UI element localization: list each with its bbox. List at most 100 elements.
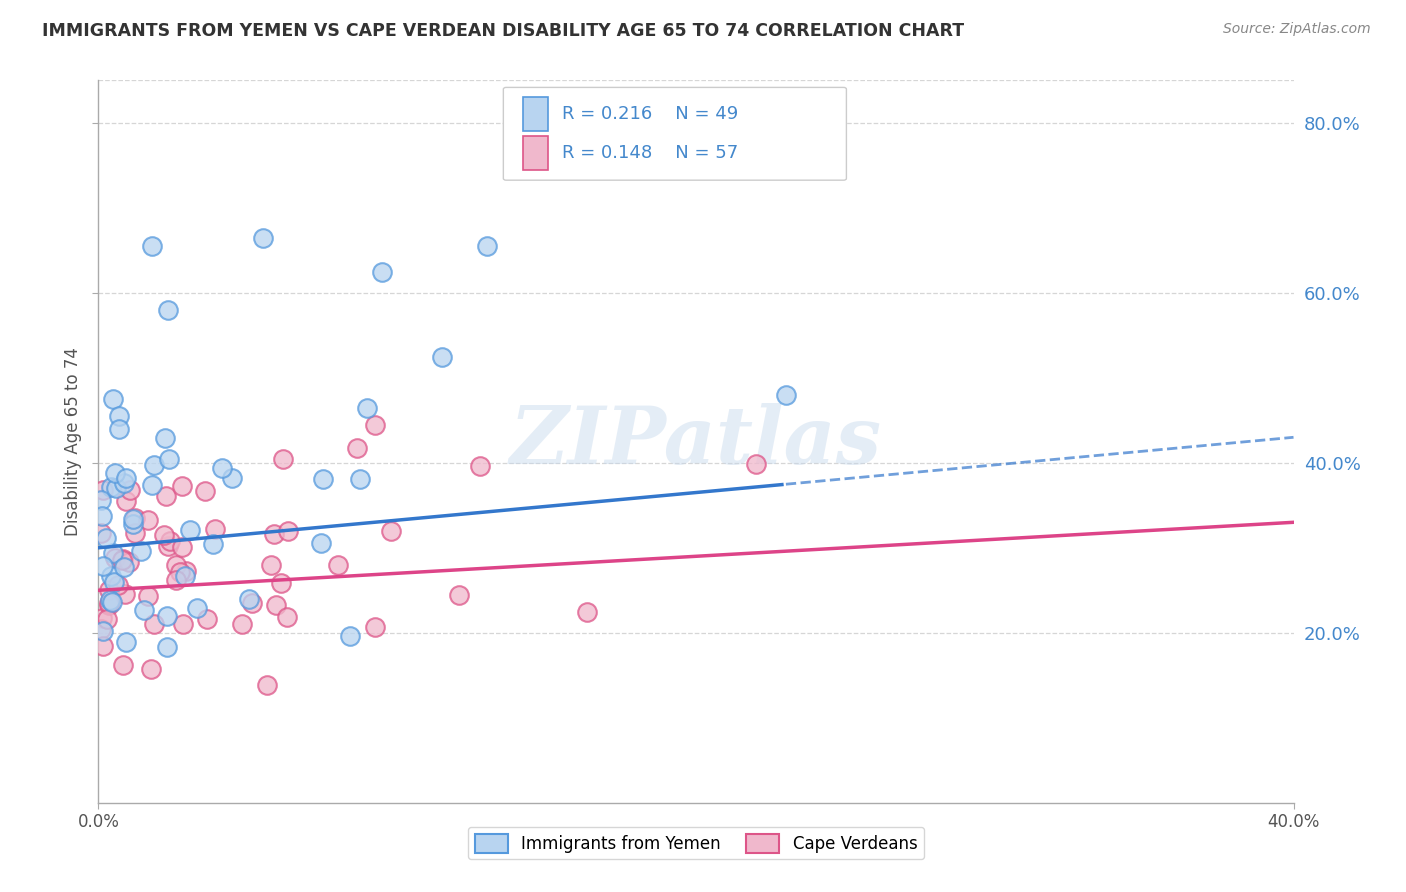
Point: [364, 417, 387, 432]
Point: [380, 524, 402, 538]
Point: [449, 588, 471, 602]
Point: [174, 564, 197, 578]
Point: [103, 574, 125, 589]
Point: [238, 592, 260, 607]
Point: [270, 576, 292, 591]
Point: [312, 472, 335, 486]
Point: [153, 528, 176, 542]
Point: [103, 392, 125, 406]
Point: [172, 479, 194, 493]
Point: [124, 511, 146, 525]
Point: [430, 350, 453, 364]
Point: [170, 540, 193, 554]
Point: [93, 483, 115, 497]
Point: [156, 640, 179, 654]
Point: [339, 629, 361, 643]
Point: [103, 546, 125, 560]
Point: [121, 512, 143, 526]
Point: [136, 589, 159, 603]
Point: [101, 595, 124, 609]
Point: [745, 458, 768, 472]
Point: [165, 573, 187, 587]
Point: [97, 583, 120, 598]
Point: [157, 539, 180, 553]
Point: [264, 598, 287, 612]
Point: [112, 658, 135, 673]
Point: [211, 461, 233, 475]
Point: [195, 612, 218, 626]
Point: [96, 612, 118, 626]
Point: [114, 471, 136, 485]
Point: [115, 493, 138, 508]
Point: [90, 611, 112, 625]
Text: R = 0.216    N = 49: R = 0.216 N = 49: [562, 105, 738, 123]
Point: [142, 616, 165, 631]
Point: [346, 441, 368, 455]
Point: [98, 596, 121, 610]
Point: [112, 551, 135, 566]
Point: [186, 601, 208, 615]
Point: [231, 617, 253, 632]
Point: [165, 558, 187, 573]
Point: [141, 239, 163, 253]
Point: [93, 559, 115, 574]
Point: [111, 553, 134, 567]
Point: [90, 622, 112, 636]
Point: [105, 481, 128, 495]
Point: [155, 431, 177, 445]
Point: [326, 558, 349, 573]
Point: [221, 471, 243, 485]
Point: [173, 568, 195, 582]
Point: [277, 524, 299, 539]
Point: [132, 603, 155, 617]
Point: [157, 303, 180, 318]
Point: [124, 526, 146, 541]
Point: [108, 422, 131, 436]
Point: [371, 264, 394, 278]
Point: [169, 565, 191, 579]
Point: [100, 480, 122, 494]
Point: [276, 610, 298, 624]
Point: [575, 606, 598, 620]
Point: [129, 544, 152, 558]
Point: [114, 635, 136, 649]
Point: [100, 569, 122, 583]
Point: [775, 388, 797, 402]
Point: [256, 678, 278, 692]
Point: [468, 458, 491, 473]
Point: [179, 523, 201, 537]
Point: [143, 458, 166, 472]
Point: [118, 555, 141, 569]
Point: [112, 560, 135, 574]
Text: Source: ZipAtlas.com: Source: ZipAtlas.com: [1223, 22, 1371, 37]
Point: [91, 509, 114, 524]
Point: [122, 517, 145, 532]
Point: [356, 401, 378, 415]
Legend: Immigrants from Yemen, Cape Verdeans: Immigrants from Yemen, Cape Verdeans: [468, 827, 924, 860]
Point: [141, 478, 163, 492]
Point: [240, 596, 263, 610]
Point: [204, 522, 226, 536]
Point: [112, 475, 135, 490]
Point: [104, 466, 127, 480]
Point: [114, 587, 136, 601]
Point: [260, 558, 283, 572]
Point: [91, 624, 114, 638]
Point: [156, 609, 179, 624]
Point: [202, 537, 225, 551]
Point: [136, 513, 159, 527]
Point: [159, 534, 181, 549]
Point: [91, 639, 114, 653]
Point: [107, 578, 129, 592]
Point: [309, 536, 332, 550]
Point: [98, 593, 121, 607]
Point: [108, 409, 131, 423]
Point: [271, 452, 294, 467]
Point: [252, 230, 274, 244]
Point: [155, 490, 177, 504]
Point: [263, 527, 285, 541]
Point: [172, 617, 194, 632]
Point: [120, 483, 142, 497]
Y-axis label: Disability Age 65 to 74: Disability Age 65 to 74: [63, 347, 82, 536]
Text: ZIPatlas: ZIPatlas: [510, 403, 882, 480]
